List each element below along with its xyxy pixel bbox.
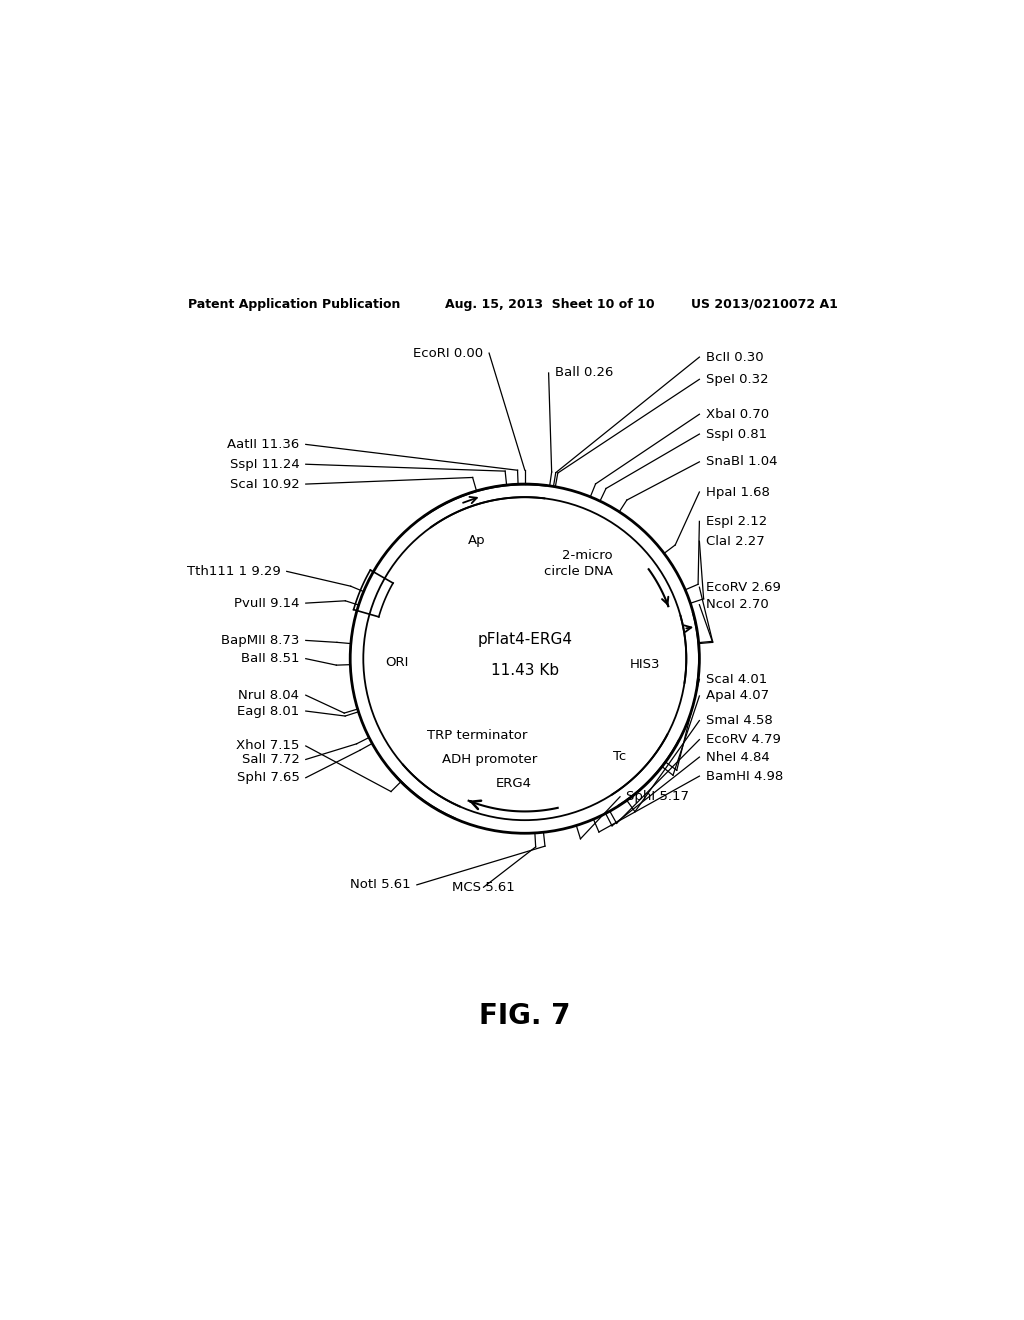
Text: ScaI 10.92: ScaI 10.92 — [229, 478, 299, 491]
Text: Ball 0.26: Ball 0.26 — [555, 367, 613, 379]
Text: 2-micro
circle DNA: 2-micro circle DNA — [544, 549, 613, 578]
Text: ERG4: ERG4 — [496, 777, 531, 791]
Text: HpaI 1.68: HpaI 1.68 — [706, 486, 770, 499]
Text: Ap: Ap — [468, 535, 485, 546]
Text: NruI 8.04: NruI 8.04 — [239, 689, 299, 702]
Text: TRP terminator: TRP terminator — [427, 729, 527, 742]
Text: EcoRI 0.00: EcoRI 0.00 — [413, 347, 482, 359]
Text: EagI 8.01: EagI 8.01 — [238, 705, 299, 718]
Text: SmaI 4.58: SmaI 4.58 — [706, 714, 772, 727]
Text: SspI 11.24: SspI 11.24 — [229, 458, 299, 471]
Text: BamHI 4.98: BamHI 4.98 — [706, 770, 783, 783]
Text: ClaI 2.27: ClaI 2.27 — [706, 535, 765, 548]
Text: EcoRV 2.69: EcoRV 2.69 — [706, 581, 780, 594]
Text: Aug. 15, 2013  Sheet 10 of 10: Aug. 15, 2013 Sheet 10 of 10 — [445, 297, 655, 310]
Text: MCS 5.61: MCS 5.61 — [453, 880, 515, 894]
Text: SpeI 0.32: SpeI 0.32 — [706, 372, 768, 385]
Text: NheI 4.84: NheI 4.84 — [706, 751, 769, 763]
Text: pFlat4-ERG4: pFlat4-ERG4 — [477, 632, 572, 647]
Text: SspI 0.81: SspI 0.81 — [706, 428, 767, 441]
Text: Tth111 1 9.29: Tth111 1 9.29 — [186, 565, 281, 578]
Text: Tc: Tc — [613, 750, 627, 763]
Text: BapMII 8.73: BapMII 8.73 — [221, 634, 299, 647]
Text: BaII 8.51: BaII 8.51 — [241, 652, 299, 665]
Text: EcoRV 4.79: EcoRV 4.79 — [706, 733, 780, 746]
Text: FIG. 7: FIG. 7 — [479, 1002, 570, 1030]
Text: XbaI 0.70: XbaI 0.70 — [706, 408, 769, 421]
Text: SphI 7.65: SphI 7.65 — [237, 771, 299, 784]
Text: SnaBl 1.04: SnaBl 1.04 — [706, 455, 777, 469]
Text: PvuII 9.14: PvuII 9.14 — [233, 597, 299, 610]
Text: ORI: ORI — [386, 656, 410, 669]
Text: NotI 5.61: NotI 5.61 — [350, 878, 411, 891]
Text: ScaI 4.01: ScaI 4.01 — [706, 673, 767, 686]
Text: XhoI 7.15: XhoI 7.15 — [237, 739, 299, 752]
Text: EspI 2.12: EspI 2.12 — [706, 515, 767, 528]
Text: ADH promoter: ADH promoter — [442, 752, 538, 766]
Text: AatII 11.36: AatII 11.36 — [227, 438, 299, 451]
Text: NcoI 2.70: NcoI 2.70 — [706, 598, 768, 611]
Text: HIS3: HIS3 — [630, 657, 659, 671]
Text: US 2013/0210072 A1: US 2013/0210072 A1 — [691, 297, 839, 310]
Text: SphI 5.17: SphI 5.17 — [627, 791, 689, 804]
Text: BcII 0.30: BcII 0.30 — [706, 351, 763, 363]
Text: ApaI 4.07: ApaI 4.07 — [706, 689, 769, 702]
Text: 11.43 Kb: 11.43 Kb — [490, 663, 559, 677]
Text: Patent Application Publication: Patent Application Publication — [187, 297, 400, 310]
Text: SalI 7.72: SalI 7.72 — [242, 752, 299, 766]
